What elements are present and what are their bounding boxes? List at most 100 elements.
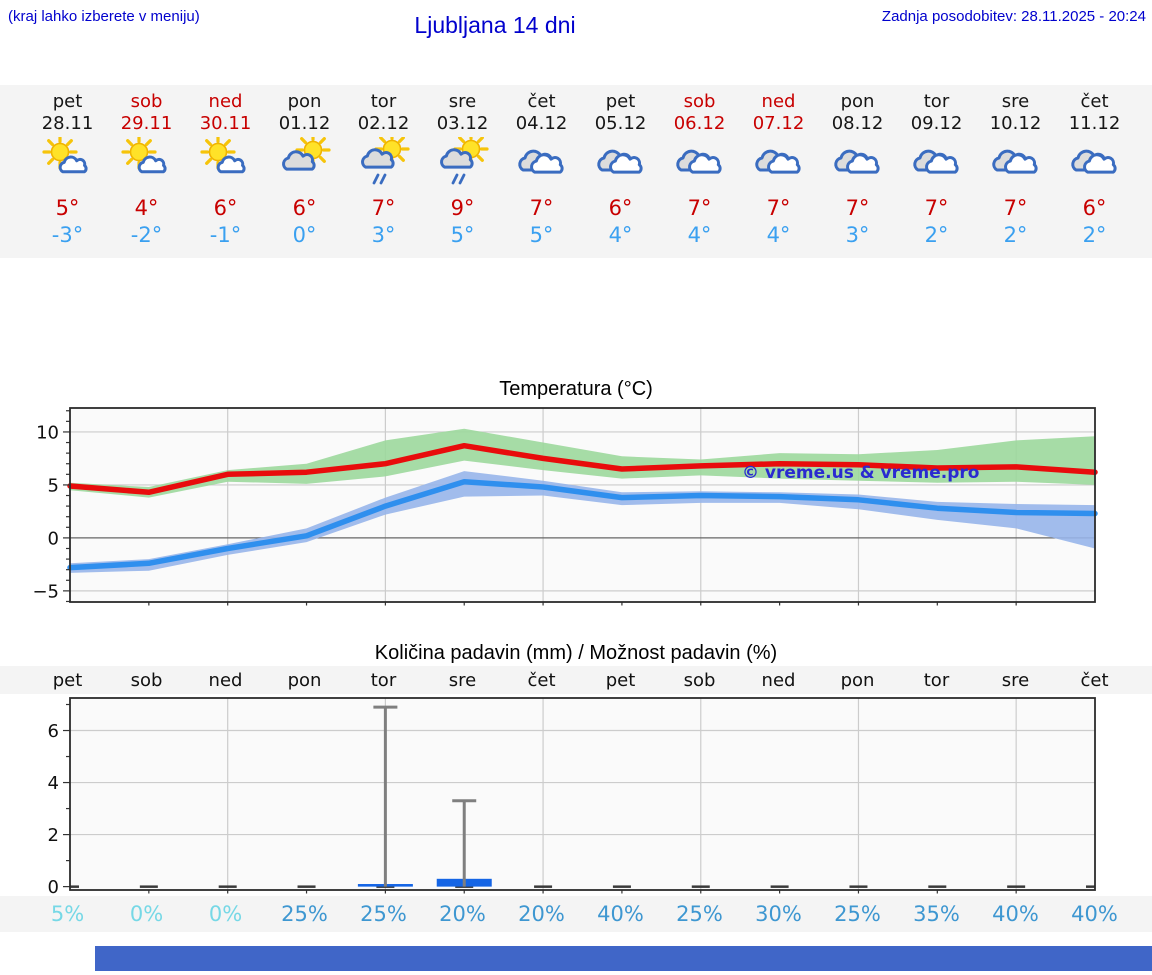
temp-low: 5° [529, 223, 554, 247]
temp-high: 7° [529, 196, 554, 220]
temp-low: 3° [371, 223, 396, 247]
cloudy-icon [660, 135, 739, 187]
menu-hint: (kraj lahko izberete v meniju) [8, 8, 200, 25]
temp-high: 6° [608, 196, 633, 220]
temp-high: 7° [371, 196, 396, 220]
temp-low: 4° [766, 223, 791, 247]
day-name: čet [527, 91, 556, 112]
mostly-sunny-icon [107, 135, 186, 187]
temp-high: 9° [450, 196, 475, 220]
forecast-strip: pet 28.11 5° -3° sob 29.11 4° -2° ned 30.11 6° -1° p… [0, 85, 1152, 258]
temp-low: -3° [51, 223, 84, 247]
temperature-chart: © vreme.us & vreme.pro −5 0 5 10 [32, 407, 1098, 606]
day-date: 30.11 [199, 113, 252, 134]
temp-low: -2° [130, 223, 163, 247]
precip-day-label: tor [370, 669, 397, 691]
temp-low: -1° [209, 223, 242, 247]
temp-low: 2° [924, 223, 949, 247]
temp-low: 2° [1003, 223, 1028, 247]
precip-day-label: čet [527, 669, 556, 691]
day-date: 10.12 [989, 113, 1042, 134]
forecast-day-08.12: pon 08.12 7° 3° [818, 91, 897, 248]
last-update: Zadnja posodobitev: 28.11.2025 - 20:24 [881, 8, 1146, 25]
day-name: pet [52, 91, 83, 112]
forecast-day-29.11: sob 29.11 4° -2° [107, 91, 186, 248]
day-name: sob [130, 91, 163, 112]
svg-text:10: 10 [36, 422, 59, 443]
mostly-sunny-icon [186, 135, 265, 187]
day-date: 03.12 [436, 113, 489, 134]
day-name: tor [370, 91, 397, 112]
day-date: 29.11 [120, 113, 173, 134]
rain-showers-icon [423, 135, 502, 187]
temperature-chart-block: Temperatura (°C) © vreme.us & vreme.pro −… [0, 376, 1152, 606]
precip-day-label: pon [287, 669, 322, 691]
precip-day-label: pet [52, 669, 83, 691]
day-date: 09.12 [910, 113, 963, 134]
precip-probability: 5% [50, 902, 85, 926]
day-date: 28.11 [41, 113, 94, 134]
temp-high: 4° [134, 196, 159, 220]
page-title: Ljubljana 14 dni [414, 12, 576, 38]
temp-low: 0° [292, 223, 317, 247]
day-date: 11.12 [1068, 113, 1121, 134]
forecast-day-04.12: čet 04.12 7° 5° [502, 91, 581, 248]
mostly-sunny-icon [28, 135, 107, 187]
svg-text:0: 0 [48, 877, 59, 896]
day-name: pon [287, 91, 322, 112]
cloudy-icon [897, 135, 976, 187]
cloudy-icon [818, 135, 897, 187]
temp-chart-title: Temperatura (°C) [499, 378, 653, 400]
svg-text:0: 0 [48, 528, 59, 549]
day-date: 02.12 [357, 113, 410, 134]
temp-high: 7° [845, 196, 870, 220]
precip-day-label: sob [130, 669, 163, 691]
day-name: sre [448, 91, 477, 112]
forecast-day-11.12: čet 11.12 6° 2° [1055, 91, 1134, 248]
day-date: 04.12 [515, 113, 568, 134]
temp-low: 4° [687, 223, 712, 247]
forecast-day-30.11: ned 30.11 6° -1° [186, 91, 265, 248]
forecast-day-03.12: sre 03.12 9° 5° [423, 91, 502, 248]
chart-watermark: © vreme.us & vreme.pro [742, 463, 979, 483]
temp-high: 7° [924, 196, 949, 220]
precip-probability: 0% [208, 902, 243, 926]
day-name: tor [923, 91, 950, 112]
precip-probability: 25% [834, 902, 881, 926]
temp-high: 6° [213, 196, 238, 220]
day-name: sre [1001, 91, 1030, 112]
temp-high: 7° [1003, 196, 1028, 220]
precipitation-chart-block: Količina padavin (mm) / Možnost padavin … [0, 640, 1152, 932]
day-name: ned [208, 91, 243, 112]
precip-probability: 25% [676, 902, 723, 926]
day-name: sob [683, 91, 716, 112]
forecast-day-09.12: tor 09.12 7° 2° [897, 91, 976, 248]
temp-low: 4° [608, 223, 633, 247]
svg-text:4: 4 [48, 773, 59, 794]
day-date: 05.12 [594, 113, 647, 134]
forecast-day-05.12: pet 05.12 6° 4° [581, 91, 660, 248]
forecast-day-06.12: sob 06.12 7° 4° [660, 91, 739, 248]
cloudy-icon [976, 135, 1055, 187]
precip-probability: 40% [992, 902, 1039, 926]
svg-text:−5: −5 [32, 581, 59, 602]
temp-low: 3° [845, 223, 870, 247]
forecast-day-01.12: pon 01.12 6° 0° [265, 91, 344, 248]
svg-text:2: 2 [48, 825, 59, 846]
forecast-day-02.12: tor 02.12 7° 3° [344, 91, 423, 248]
precip-day-label: ned [208, 669, 243, 691]
precipitation-chart: 0 2 4 6 [48, 697, 1096, 896]
precip-day-label: sre [1001, 669, 1030, 691]
temp-high: 5° [55, 196, 80, 220]
precip-probability: 20% [439, 902, 486, 926]
precip-probability: 25% [281, 902, 328, 926]
svg-text:5: 5 [48, 475, 59, 496]
precip-day-label: pet [605, 669, 636, 691]
precip-probability: 40% [597, 902, 644, 926]
precip-day-label: pon [840, 669, 875, 691]
day-name: ned [761, 91, 796, 112]
precip-day-labels: pet sob ned pon tor sre čet pet sob ned pon tor sre č… [0, 666, 1152, 694]
precip-probability-row: 5% 0% 0% 25% 25% 20% 20% 40% 25% 30% 25% 35% 40% 40% [0, 896, 1152, 932]
day-date: 07.12 [752, 113, 805, 134]
precip-probability: 30% [755, 902, 802, 926]
